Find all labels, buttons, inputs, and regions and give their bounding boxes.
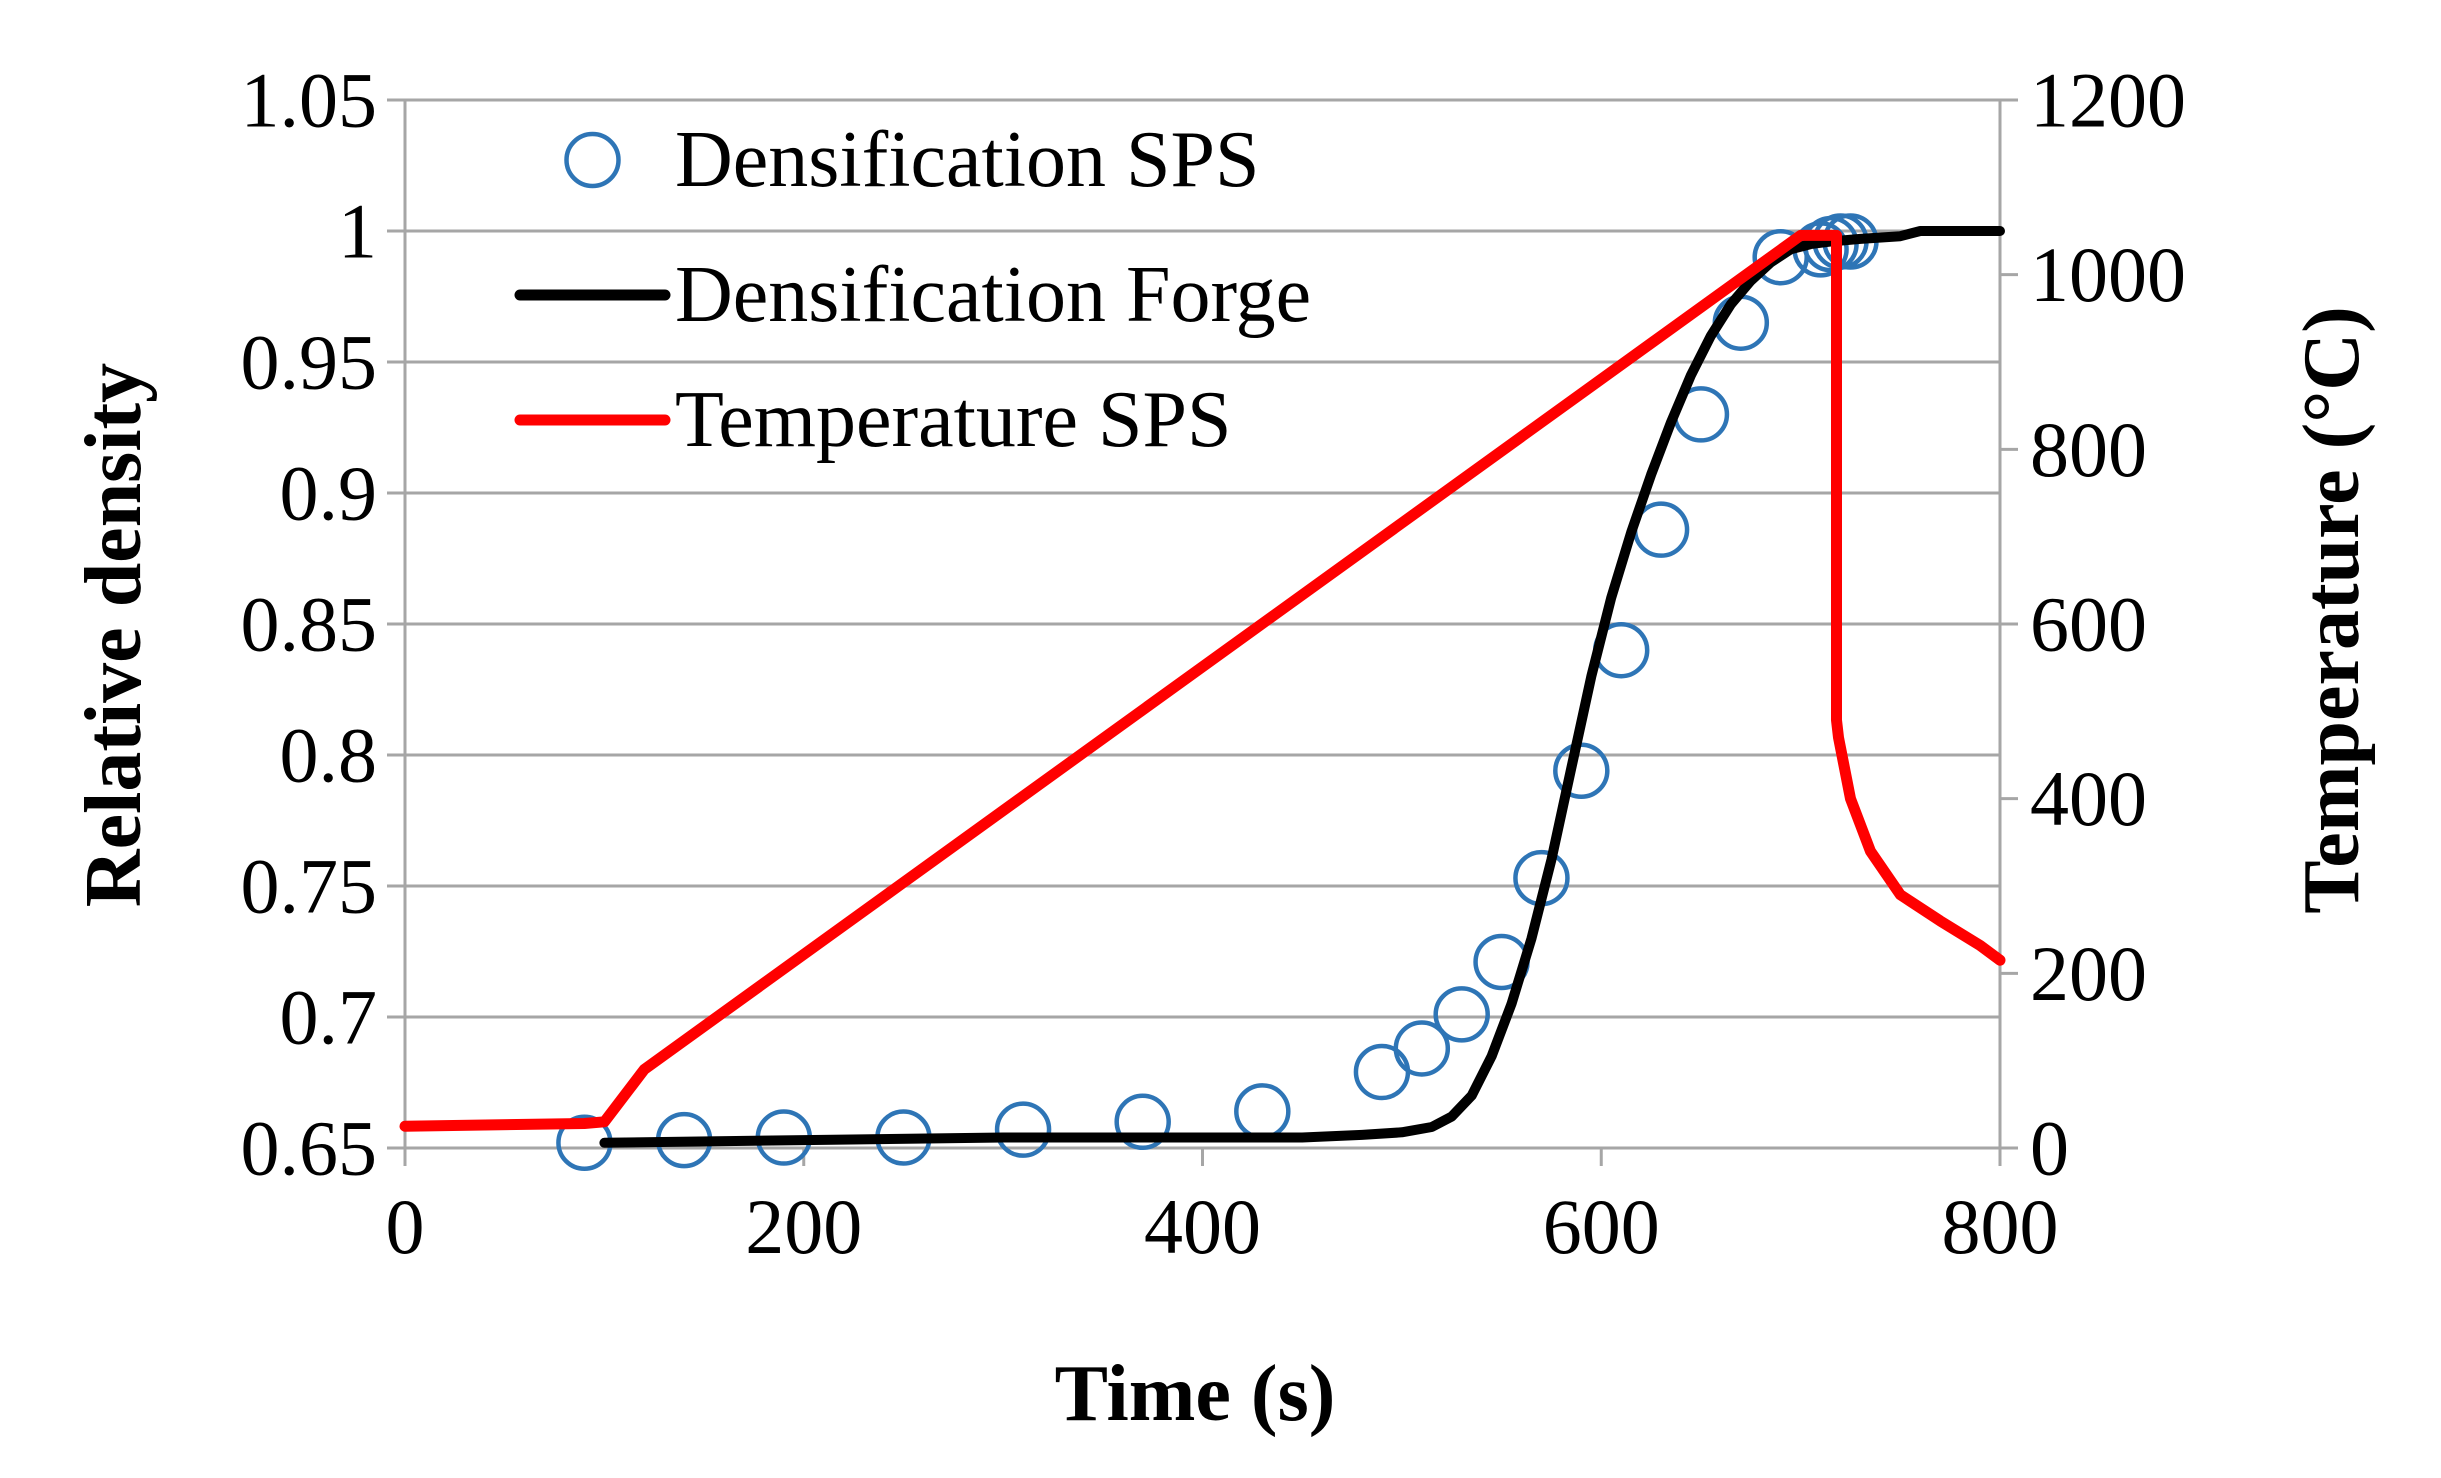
y2-tick-label: 200	[2030, 930, 2147, 1017]
x-tick-label: 200	[745, 1183, 862, 1270]
densification-sps-point	[1393, 1020, 1451, 1077]
legend-label-densification-forge: Densification Forge	[675, 251, 1311, 339]
x-axis-title: Time (s)	[1055, 1350, 1336, 1438]
densification-sps-point	[1433, 986, 1490, 1043]
x-tick-label: 800	[1942, 1183, 2059, 1270]
y2-tick-label: 600	[2030, 581, 2147, 668]
y-tick-label: 0.65	[241, 1105, 378, 1192]
densification-sps-point	[1114, 1093, 1171, 1151]
temperature-sps-line	[399, 229, 2006, 1132]
y2-tick-label: 400	[2030, 755, 2147, 842]
y2-tick-label: 1000	[2030, 231, 2186, 318]
x-tick-label: 400	[1144, 1183, 1261, 1270]
y2-axis-title: Temperature (°C)	[2288, 306, 2376, 913]
legend-label-densification-sps: Densification SPS	[675, 116, 1259, 204]
legend: Densification SPS Densification Forge Temp…	[514, 116, 1311, 464]
densification-sps-point	[1353, 1043, 1411, 1101]
y2-tick-label: 1200	[2030, 57, 2186, 144]
x-tick-label: 600	[1543, 1183, 1660, 1270]
densification-forge-line	[599, 226, 2005, 1148]
y-tick-label: 1.05	[241, 57, 378, 144]
y2-tick-label: 800	[2030, 406, 2147, 493]
legend-label-temperature-sps: Temperature SPS	[675, 376, 1232, 464]
y2-tick-label: 0	[2030, 1105, 2069, 1192]
axes: 0.65 0.7 0.75 0.8 0.85 0.9 0.95 1 1.05 0 200 400 600…	[241, 57, 2187, 1271]
densification-sps-point	[994, 1101, 1052, 1158]
densification-sps-point	[1234, 1083, 1291, 1140]
y-axis-title: Relative density	[70, 363, 158, 907]
y-tick-label: 0.7	[280, 974, 378, 1061]
y-tick-label: 0.85	[241, 581, 378, 668]
x-tick-label: 0	[386, 1183, 425, 1270]
y-tick-label: 0.9	[280, 450, 378, 537]
legend-swatch-densification-sps	[564, 131, 621, 189]
y-tick-label: 0.8	[280, 712, 378, 799]
y-tick-label: 1	[338, 188, 377, 275]
y-tick-label: 0.95	[241, 319, 378, 406]
y-tick-label: 0.75	[241, 843, 378, 930]
series-layer	[399, 213, 2006, 1172]
